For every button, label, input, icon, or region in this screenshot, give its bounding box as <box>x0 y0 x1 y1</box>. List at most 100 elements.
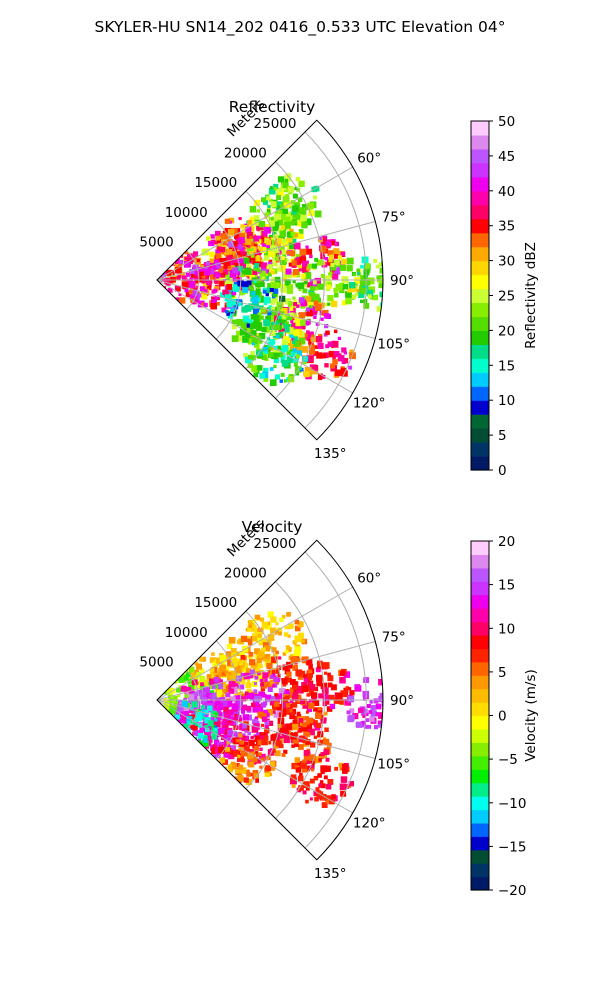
echo-gate <box>202 749 207 753</box>
echo-gate <box>317 731 324 737</box>
echo-gate <box>327 302 331 306</box>
echo-gate <box>269 186 273 190</box>
echo-gate <box>284 327 290 333</box>
echo-gate <box>247 219 252 225</box>
echo-gate <box>323 671 328 675</box>
echo-gate <box>254 695 261 703</box>
echo-gate <box>253 320 260 327</box>
echo-gate <box>203 274 209 281</box>
echo-gate <box>268 352 274 358</box>
echo-gate <box>177 694 181 698</box>
echo-gate <box>234 667 241 674</box>
echo-gate <box>367 294 372 299</box>
echo-gate <box>184 288 189 293</box>
echo-gate <box>305 739 311 745</box>
echo-gate <box>171 670 177 676</box>
echo-gate <box>250 269 258 276</box>
echo-gate <box>236 640 241 644</box>
echo-gate <box>293 269 300 276</box>
echo-gate <box>220 250 225 255</box>
echo-gate <box>221 664 225 668</box>
echo-gate <box>199 692 207 700</box>
echo-gate <box>323 749 330 755</box>
echo-gate <box>268 259 273 264</box>
echo-gate <box>257 312 262 317</box>
echo-gate <box>273 675 277 679</box>
echo-gate <box>197 733 204 739</box>
echo-gate <box>281 359 289 367</box>
range-tick-label: 20000 <box>224 566 267 582</box>
echo-gate <box>301 253 306 258</box>
echo-gate <box>254 675 259 680</box>
echo-gate <box>286 661 293 669</box>
echo-gate <box>188 280 196 288</box>
echo-gate <box>285 268 292 275</box>
echo-gate <box>210 302 217 310</box>
echo-gate <box>191 746 195 750</box>
echo-gate <box>304 676 311 683</box>
echo-gate <box>304 716 309 721</box>
echo-gate <box>223 729 229 735</box>
echo-gate <box>276 627 283 634</box>
echo-gate <box>347 695 355 703</box>
echo-gate <box>254 614 261 621</box>
echo-gate <box>202 735 208 741</box>
echo-gate <box>290 200 296 205</box>
echo-gate <box>227 241 234 248</box>
echo-gate <box>177 671 182 676</box>
colorbar-swatch <box>471 218 489 234</box>
echo-gate <box>257 627 264 634</box>
echo-gate <box>298 180 305 187</box>
echo-gate <box>250 321 255 326</box>
echo-gate <box>279 617 284 622</box>
echo-gate <box>164 726 172 734</box>
echo-gate <box>257 707 264 714</box>
azimuth-gridline <box>156 279 353 394</box>
echo-gate <box>160 728 165 733</box>
echo-gate <box>249 216 255 222</box>
echo-gate <box>326 241 332 247</box>
echo-gate <box>222 719 228 725</box>
echo-gate <box>285 703 291 708</box>
echo-gate <box>226 312 230 316</box>
echo-gate <box>187 253 193 260</box>
echo-gate <box>292 193 298 199</box>
echo-gate <box>303 277 308 282</box>
echo-gate <box>254 221 259 226</box>
echo-gate <box>323 737 327 741</box>
echo-gate <box>272 684 276 688</box>
echo-gate <box>261 243 267 249</box>
echo-gate <box>185 740 193 747</box>
echo-gate <box>301 670 306 675</box>
colorbar-tick-label: 30 <box>498 254 515 270</box>
echo-gate <box>306 693 310 697</box>
colorbar-swatch <box>471 134 489 150</box>
echo-gate <box>300 214 307 222</box>
echo-gate <box>191 696 198 703</box>
echo-gate <box>226 255 233 262</box>
echo-gate <box>263 199 269 205</box>
echo-gate <box>260 713 267 720</box>
echo-gate <box>171 723 175 727</box>
echo-gate <box>251 337 259 345</box>
echo-gate <box>345 686 349 690</box>
echo-gate <box>221 688 226 693</box>
echo-gate <box>259 753 266 761</box>
echo-gate <box>211 729 218 736</box>
echo-gate <box>325 799 330 803</box>
echo-gate <box>267 204 271 209</box>
echo-gate <box>293 302 298 307</box>
echo-gate <box>296 711 301 716</box>
echo-gate <box>210 234 215 239</box>
echo-gate <box>223 666 230 672</box>
echo-gate <box>313 790 319 797</box>
echo-gate <box>263 319 271 327</box>
echo-gate <box>335 692 343 700</box>
echo-gate <box>228 672 232 676</box>
echo-gate <box>324 765 331 772</box>
echo-gate <box>291 762 298 770</box>
echo-gate <box>157 683 165 690</box>
echo-gate <box>249 206 257 213</box>
echo-gate <box>219 693 225 699</box>
echo-gate <box>237 754 241 759</box>
